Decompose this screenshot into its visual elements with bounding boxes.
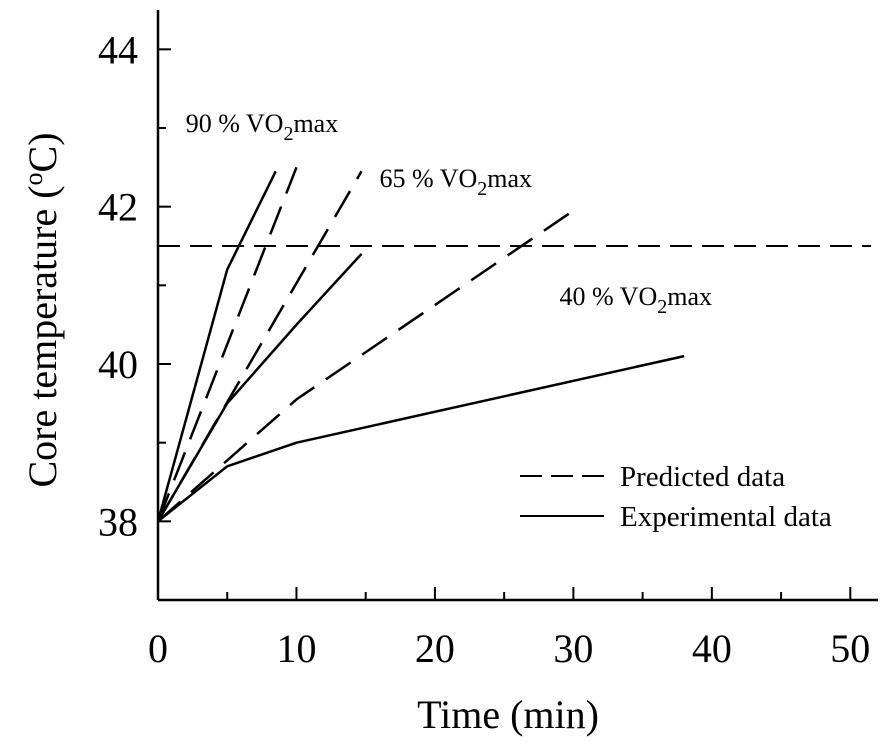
legend-label: Predicted data (620, 461, 785, 493)
x-tick-label: 0 (148, 626, 168, 671)
x-tick-label: 20 (415, 626, 455, 671)
y-tick-label: 44 (98, 27, 138, 72)
y-tick-label: 40 (98, 342, 138, 387)
y-axis-title: Core temperature (oC) (19, 132, 65, 487)
intensity-label: 40 % VO2max (560, 282, 713, 318)
y-tick-label: 42 (98, 185, 138, 230)
series-line-predicted (156, 166, 298, 522)
intensity-label: 65 % VO2max (380, 164, 533, 200)
x-tick-label: 50 (830, 626, 870, 671)
x-tick-label: 30 (553, 626, 593, 671)
series-line-experimental (156, 170, 277, 522)
series-layer (156, 166, 872, 523)
y-tick-label: 38 (98, 499, 138, 544)
series-line-predicted (157, 209, 575, 523)
series-line-experimental (157, 354, 685, 523)
x-tick-label: 40 (692, 626, 732, 671)
legend-label: Experimental data (620, 501, 832, 533)
x-tick-label: 10 (276, 626, 316, 671)
intensity-label: 90 % VO2max (186, 109, 339, 145)
labels-layer: 0 10 20 30 40 50 38 40 42 44 90 % VO2max 65 % VO2ma… (19, 27, 870, 737)
series-line-experimental (156, 253, 363, 522)
x-axis-title: Time (min) (417, 692, 599, 737)
axes-layer (156, 10, 878, 602)
